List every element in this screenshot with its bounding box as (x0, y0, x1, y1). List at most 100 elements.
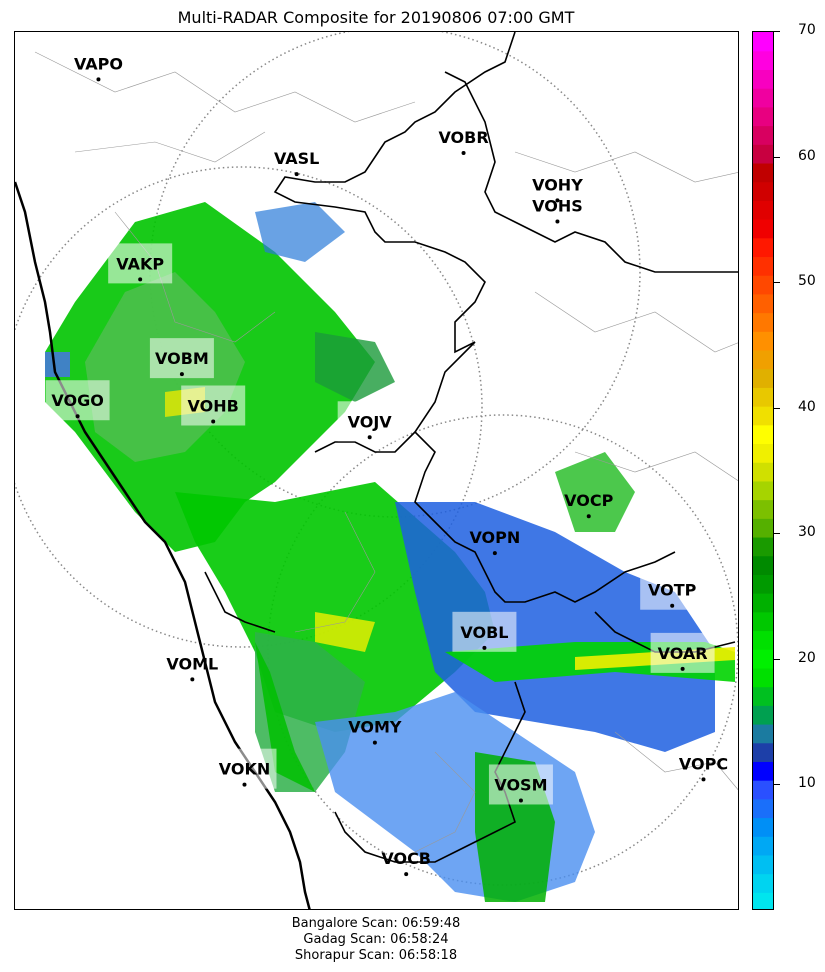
colorbar-swatch (753, 424, 773, 445)
scan-time-shorapur: Shorapur Scan: 06:58:18 (294, 948, 458, 963)
station-dot (670, 603, 675, 608)
colorbar-swatch (753, 873, 773, 893)
colorbar-swatch (753, 462, 773, 482)
colorbar-swatch (753, 106, 773, 127)
colorbar-tick (774, 533, 780, 534)
station-label: VASL (274, 149, 319, 168)
station-vogo: VOGO (45, 380, 110, 421)
station-dot (96, 77, 101, 82)
colorbar-tick-label: 20 (798, 650, 816, 666)
colorbar-tick (774, 157, 780, 158)
station-dot (518, 798, 523, 803)
colorbar-tick (774, 282, 780, 283)
station-label: VOTP (648, 581, 697, 600)
colorbar-swatch (753, 499, 773, 519)
colorbar-swatch (753, 854, 773, 875)
colorbar-swatch (753, 368, 773, 388)
colorbar-tick (774, 784, 780, 785)
station-dot (586, 514, 591, 519)
scan-time-bangalore: Bangalore Scan: 06:59:48 (291, 916, 461, 931)
colorbar-swatch (753, 780, 773, 800)
colorbar-tick-label: 10 (798, 775, 816, 791)
station-vapo: VAPO (74, 54, 123, 82)
echo-east-cluster (555, 452, 635, 532)
station-label: VOCB (381, 849, 431, 868)
colorbar-swatch (753, 312, 773, 332)
station-dot (404, 872, 409, 877)
station-highlight (488, 764, 553, 805)
echo-north-cluster (315, 332, 395, 402)
colorbar-gradient (753, 32, 773, 909)
colorbar-swatch (753, 181, 773, 201)
station-highlight (452, 611, 517, 652)
station-dot (242, 782, 247, 787)
colorbar-swatch (753, 593, 773, 613)
station-highlight (108, 243, 173, 284)
colorbar-swatch (753, 817, 773, 837)
station-dot (75, 414, 80, 419)
colorbar-swatch (753, 536, 773, 557)
colorbar-swatch (753, 761, 773, 781)
station-vobr: VOBR (438, 128, 489, 156)
radar-echoes (45, 202, 735, 902)
colorbar-swatch (753, 555, 773, 575)
colorbar-swatch (753, 387, 773, 407)
station-vomy: VOMY (348, 718, 402, 745)
scan-time-gadag: Gadag Scan: 06:58:24 (303, 932, 449, 947)
station-highlight (212, 748, 277, 789)
station-dot (179, 372, 184, 377)
colorbar-tick-label: 60 (798, 148, 816, 164)
colorbar-swatch (753, 88, 773, 108)
range-rings (15, 32, 738, 886)
coastline (15, 181, 311, 909)
colorbar-tick-label: 30 (798, 524, 816, 540)
station-label: VOPN (469, 528, 520, 547)
station-vakp: VAKP (108, 243, 173, 284)
colorbar-swatch (753, 480, 773, 501)
station-dot (492, 551, 497, 556)
station-highlight (181, 385, 246, 426)
station-vojv: VOJV (337, 401, 402, 442)
station-label: VOMY (348, 718, 402, 737)
radar-map-canvas: VAPO VASL VOBR VOHY VOHS VAKP VOBM VOGO VOHB VOJV… (15, 32, 738, 909)
station-markers: VAPO VASL VOBR VOHY VOHS VAKP VOBM VOGO VOHB VOJV… (45, 54, 728, 877)
station-label: VOSM (494, 775, 547, 794)
colorbar-swatch (753, 237, 773, 258)
colorbar-swatch (753, 836, 773, 856)
station-voml: VOML (166, 654, 218, 682)
station-label: VOBL (460, 623, 508, 642)
station-vocb: VOCB (381, 849, 431, 877)
colorbar-swatch (753, 69, 773, 89)
colorbar-swatch (753, 649, 773, 669)
station-vopc: VOPC (679, 754, 728, 782)
colorbar-tick-label: 70 (798, 22, 816, 38)
colorbar-swatch (753, 742, 773, 762)
colorbar-swatch (753, 667, 773, 688)
colorbar-swatch (753, 686, 773, 706)
station-vohy: VOHY (532, 175, 583, 203)
station-dot (190, 677, 195, 682)
colorbar-tick-label: 50 (798, 273, 816, 289)
station-vohb: VOHB (181, 385, 246, 426)
colorbar-swatch (753, 162, 773, 183)
station-vosm: VOSM (488, 764, 553, 805)
radar-map[interactable]: VAPO VASL VOBR VOHY VOHS VAKP VOBM VOGO VOHB VOJV… (14, 31, 739, 910)
station-label: VOCP (564, 491, 613, 510)
colorbar-swatch (753, 125, 773, 145)
colorbar-swatch (753, 219, 773, 239)
colorbar-swatch (753, 200, 773, 220)
range-ring-shorapur (149, 32, 641, 518)
colorbar-swatch (753, 630, 773, 650)
station-votp: VOTP (640, 569, 705, 610)
station-highlight (650, 632, 715, 673)
station-dot (701, 777, 706, 782)
colorbar-swatch (753, 705, 773, 725)
station-dot (482, 645, 487, 650)
colorbar-swatch (753, 798, 773, 819)
colorbar-swatch (753, 574, 773, 594)
station-label: VOBM (155, 349, 209, 368)
colorbar-swatch (753, 331, 773, 351)
station-label: VOAR (658, 644, 708, 663)
station-vohs: VOHS (532, 196, 583, 224)
colorbar-swatch (753, 518, 773, 538)
